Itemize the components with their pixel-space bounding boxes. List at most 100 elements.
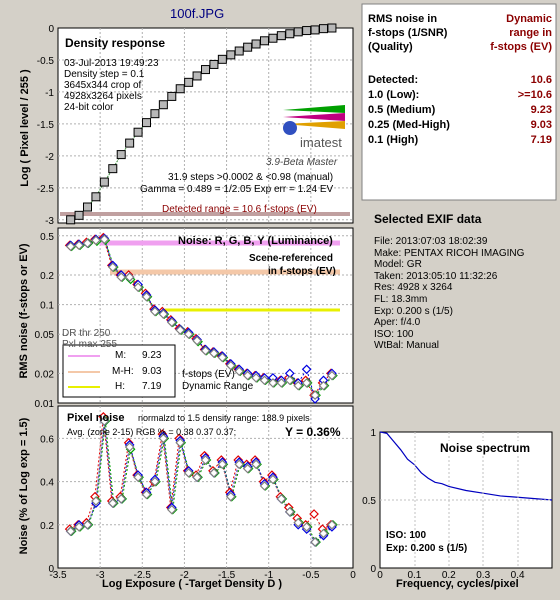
dr-row-value: 7.19 xyxy=(530,134,552,146)
noise-point-B xyxy=(301,364,312,375)
density-ytick: -1 xyxy=(45,88,54,99)
dr-row-label: 0.5 (Medium) xyxy=(368,104,436,116)
gamma-line: Gamma = 0.489 = 1/2.05 Exp err = 1.24 EV xyxy=(140,184,334,195)
pixel-noise-panel xyxy=(57,405,354,569)
noise-point-Y xyxy=(310,390,320,401)
pixel-xlabel: Log Exposure ( -Target Density D ) xyxy=(102,578,283,590)
noise-ytick: 0.2 xyxy=(40,271,54,282)
scene-line-1: Scene-referenced xyxy=(249,253,333,264)
density-info: 03-Jul-2013 19:49:23 Density step = 0.1 … xyxy=(64,58,159,113)
pixel-point-Y xyxy=(82,519,93,530)
spectrum-ytick: 0.5 xyxy=(362,496,376,507)
pixel-point-R xyxy=(309,509,319,519)
noise-point-Y xyxy=(166,317,177,328)
pixel-point-Y xyxy=(251,459,261,470)
pixel-xtick: -2 xyxy=(180,570,189,581)
pixel-line-Y xyxy=(70,421,333,543)
noise-point-Y xyxy=(301,378,312,388)
density-point xyxy=(91,192,101,202)
exif-line: Model: GR xyxy=(374,259,422,271)
header-left-line: f-stops (1/SNR) xyxy=(368,27,448,39)
pixel-point-Y xyxy=(107,498,118,509)
exif-line: ISO: 100 xyxy=(374,328,414,340)
pixel-point-Y xyxy=(141,489,152,500)
legend-mh-key: M-H: xyxy=(112,366,134,377)
pixel-point-Y xyxy=(276,494,287,504)
noise-point-Y xyxy=(259,375,270,386)
noise-point-Y xyxy=(74,240,84,251)
pixel-point-Y xyxy=(192,472,202,483)
pixel-point-Y xyxy=(217,459,228,470)
noise-point-Y xyxy=(158,309,169,319)
pixel-xtick: -3 xyxy=(96,570,105,581)
noise-point-Y xyxy=(318,380,329,391)
pixel-point-Y xyxy=(175,437,186,448)
spectrum-series xyxy=(379,431,553,501)
spectrum-title: Noise spectrum xyxy=(440,441,531,455)
dr-thr: DR thr 250 xyxy=(62,328,111,339)
density-point xyxy=(116,150,126,160)
noise-point-Y xyxy=(200,345,211,356)
noise-point-Y xyxy=(175,325,186,335)
density-point xyxy=(260,36,269,46)
density-ytick: -1.5 xyxy=(37,120,55,131)
density-point xyxy=(83,202,92,212)
steps-line: 31.9 steps >0.0002 & <0.98 (manual) xyxy=(168,172,334,183)
dr-row: Detected: 10.6 xyxy=(368,73,552,88)
pixel-ytick: 0.6 xyxy=(40,434,54,445)
exif-line: FL: 18.3mm xyxy=(374,293,428,305)
density-title: Density response xyxy=(65,36,166,50)
pixel-y-value: Y = 0.36% xyxy=(285,425,341,439)
pixel-point-Y xyxy=(242,463,253,474)
legend-m-key: M: xyxy=(115,350,127,361)
pixel-point-Y xyxy=(91,496,101,506)
pixel-point-Y xyxy=(124,442,135,452)
file-title: 100f.JPG xyxy=(170,6,225,21)
pixel-point-Y xyxy=(158,433,169,444)
exif-line: Taken: 2013:05:10 11:32:26 xyxy=(374,270,498,282)
dr-table-header-right: Dynamic range in f-stops (EV) xyxy=(460,12,552,54)
header-right-line: range in xyxy=(509,27,552,39)
noise-ytick: 0.05 xyxy=(35,330,55,341)
noise-point-Y xyxy=(293,380,304,391)
legend-m-value: 9.23 xyxy=(142,350,162,361)
pixel-xtick: 0 xyxy=(350,570,356,581)
version-text: 3.9-Beta Master xyxy=(266,157,338,168)
density-point xyxy=(192,71,202,81)
noise-ytick: 0.02 xyxy=(35,369,55,380)
noise-point-Y xyxy=(251,373,261,383)
noise-point-Y xyxy=(242,370,253,381)
pixel-point-Y xyxy=(234,459,245,470)
density-point xyxy=(251,39,261,49)
noise-ylabel: RMS noise (f-stops or EV) xyxy=(18,243,30,379)
pixel-point-Y xyxy=(150,476,160,487)
density-point xyxy=(201,65,210,75)
density-ytick: 0 xyxy=(48,24,54,35)
info-line: 24-bit color xyxy=(64,102,114,113)
exif-line: WtBal: Manual xyxy=(374,340,440,352)
density-point xyxy=(276,31,286,41)
noise-point-Y xyxy=(284,375,295,386)
dr-row-label: 0.25 (Med-High) xyxy=(368,119,450,131)
pixel-point-Y xyxy=(74,522,84,532)
pixel-series xyxy=(64,411,338,547)
header-right-line: Dynamic xyxy=(506,13,552,25)
noise-point-Y xyxy=(99,234,110,245)
exif-line: Res: 4928 x 3264 xyxy=(374,282,453,294)
info-line: Density step = 0.1 xyxy=(64,69,145,80)
noise-point-Y xyxy=(276,378,287,388)
density-ylabel: Log ( Pixel level / 255 ) xyxy=(19,69,31,187)
noise-point-Y xyxy=(217,352,228,363)
pixel-point-Y xyxy=(200,455,211,465)
header-left-line: (Quality) xyxy=(368,41,413,53)
density-point xyxy=(234,46,244,56)
spectrum-xtick: 0.2 xyxy=(442,570,456,581)
density-point xyxy=(108,164,118,174)
noise-point-Y xyxy=(183,329,194,340)
legend-h-value: 7.19 xyxy=(142,381,162,392)
pixel-point-Y xyxy=(318,528,329,539)
info-line: 3645x344 crop of xyxy=(64,80,142,91)
noise-point-Y xyxy=(209,348,219,359)
noise-title: Noise: R, G, B, Y (Luminance) xyxy=(178,235,333,247)
